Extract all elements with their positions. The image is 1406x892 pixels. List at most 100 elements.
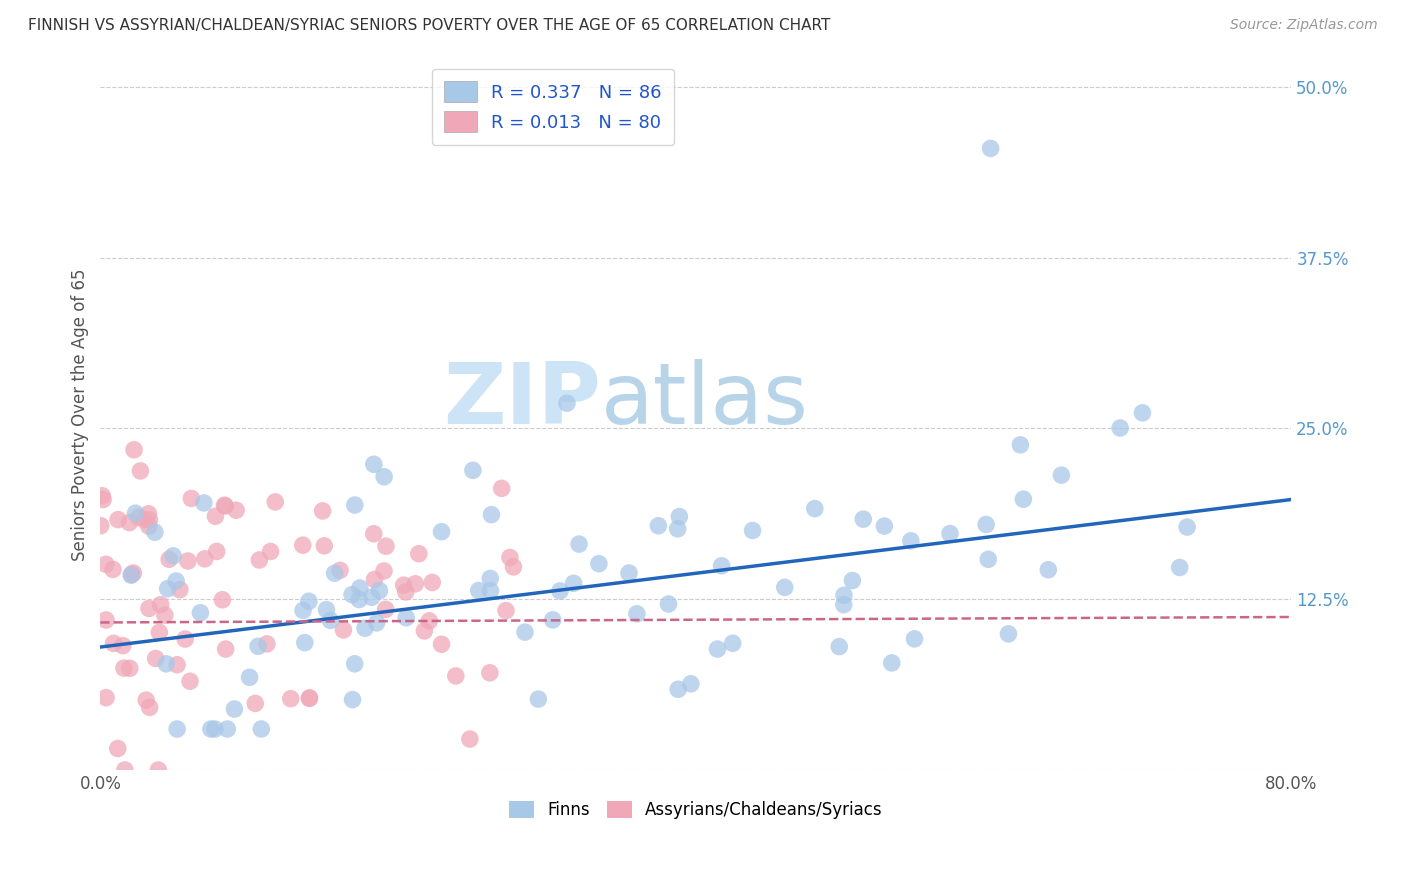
Point [444, 669, 467, 683]
Point [495, 604, 517, 618]
Point [121, 567, 143, 582]
Point [122, 566, 145, 580]
Point [804, 501, 827, 516]
Point [315, 602, 337, 616]
Point [138, 519, 160, 533]
Point [298, 594, 321, 608]
Point [980, 141, 1002, 155]
Point [107, 741, 129, 756]
Point [1109, 421, 1132, 435]
Point [617, 566, 640, 580]
Text: FINNISH VS ASSYRIAN/CHALDEAN/SYRIAC SENIORS POVERTY OVER THE AGE OF 65 CORRELATI: FINNISH VS ASSYRIAN/CHALDEAN/SYRIAC SENI… [28, 18, 831, 33]
Point [114, 763, 136, 777]
Point [112, 661, 135, 675]
Point [721, 636, 744, 650]
Point [832, 598, 855, 612]
Point [122, 442, 145, 457]
Point [162, 549, 184, 563]
Point [247, 553, 270, 567]
Point [481, 508, 503, 522]
Point [903, 632, 925, 646]
Point [124, 506, 146, 520]
Point [145, 651, 167, 665]
Point [129, 464, 152, 478]
Point [413, 624, 436, 638]
Point [479, 583, 502, 598]
Point [103, 636, 125, 650]
Point [250, 722, 273, 736]
Point [363, 573, 385, 587]
Point [155, 657, 177, 671]
Text: atlas: atlas [600, 359, 808, 442]
Point [194, 551, 217, 566]
Point [548, 583, 571, 598]
Point [298, 691, 321, 706]
Point [225, 503, 247, 517]
Point [468, 583, 491, 598]
Point [264, 495, 287, 509]
Point [679, 677, 702, 691]
Point [205, 544, 228, 558]
Point [852, 512, 875, 526]
Point [873, 519, 896, 533]
Point [128, 510, 150, 524]
Point [134, 513, 156, 527]
Point [373, 564, 395, 578]
Point [461, 463, 484, 477]
Point [91, 489, 114, 503]
Point [217, 722, 239, 736]
Point [224, 702, 246, 716]
Point [91, 492, 114, 507]
Point [193, 496, 215, 510]
Point [157, 552, 180, 566]
Point [169, 582, 191, 597]
Point [342, 692, 364, 706]
Point [668, 509, 690, 524]
Point [343, 657, 366, 671]
Point [541, 613, 564, 627]
Point [118, 516, 141, 530]
Point [94, 613, 117, 627]
Point [555, 396, 578, 410]
Point [1168, 560, 1191, 574]
Point [323, 566, 346, 581]
Point [828, 640, 851, 654]
Point [375, 539, 398, 553]
Point [138, 507, 160, 521]
Point [666, 682, 689, 697]
Point [420, 575, 443, 590]
Point [156, 582, 179, 596]
Point [1010, 438, 1032, 452]
Point [211, 592, 233, 607]
Point [294, 635, 316, 649]
Point [135, 693, 157, 707]
Point [657, 597, 679, 611]
Point [148, 625, 170, 640]
Point [562, 576, 585, 591]
Point [180, 491, 202, 506]
Point [215, 642, 238, 657]
Point [332, 623, 354, 637]
Point [479, 571, 502, 585]
Point [143, 525, 166, 540]
Point [153, 608, 176, 623]
Point [280, 691, 302, 706]
Point [368, 583, 391, 598]
Point [527, 692, 550, 706]
Point [880, 656, 903, 670]
Point [314, 539, 336, 553]
Point [395, 611, 418, 625]
Point [340, 588, 363, 602]
Point [94, 690, 117, 705]
Point [311, 504, 333, 518]
Point [568, 537, 591, 551]
Point [148, 763, 170, 777]
Point [319, 613, 342, 627]
Point [404, 577, 426, 591]
Point [373, 469, 395, 483]
Point [343, 498, 366, 512]
Point [408, 547, 430, 561]
Point [107, 513, 129, 527]
Point [832, 588, 855, 602]
Point [478, 665, 501, 680]
